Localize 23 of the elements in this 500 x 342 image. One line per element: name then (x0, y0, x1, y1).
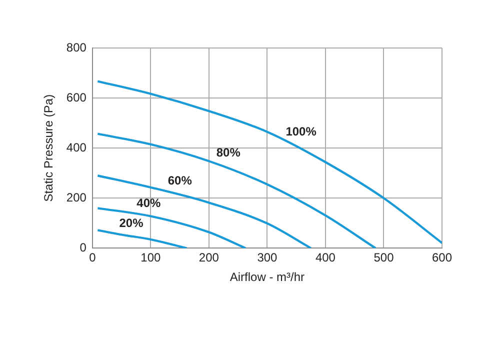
x-tick-label: 400 (315, 250, 336, 265)
x-tick-label: 0 (89, 250, 96, 265)
y-tick-label: 800 (66, 40, 87, 54)
series-label: 100% (286, 124, 317, 138)
line-series (96, 207, 247, 248)
x-axis-title: Airflow - m³/hr (230, 270, 305, 284)
series-label: 80% (216, 146, 241, 160)
line-series (96, 174, 312, 248)
x-tick-label: 500 (374, 250, 394, 265)
y-tick-label: 400 (66, 140, 87, 154)
x-tick-label: 600 (432, 250, 452, 265)
y-tick-label: 200 (66, 190, 87, 204)
y-axis-title: Static Pressure (Pa) (42, 94, 56, 202)
series-label: 40% (136, 196, 161, 210)
series-label: 20% (119, 216, 144, 230)
y-tick-label: 600 (66, 90, 87, 104)
x-tick-label: 100 (140, 250, 162, 265)
line-series (96, 80, 442, 244)
line-series (96, 229, 188, 248)
series-label: 60% (168, 174, 192, 188)
x-tick-label: 200 (198, 250, 220, 265)
x-tick-label: 300 (257, 250, 278, 265)
y-tick-label: 0 (80, 240, 87, 255)
